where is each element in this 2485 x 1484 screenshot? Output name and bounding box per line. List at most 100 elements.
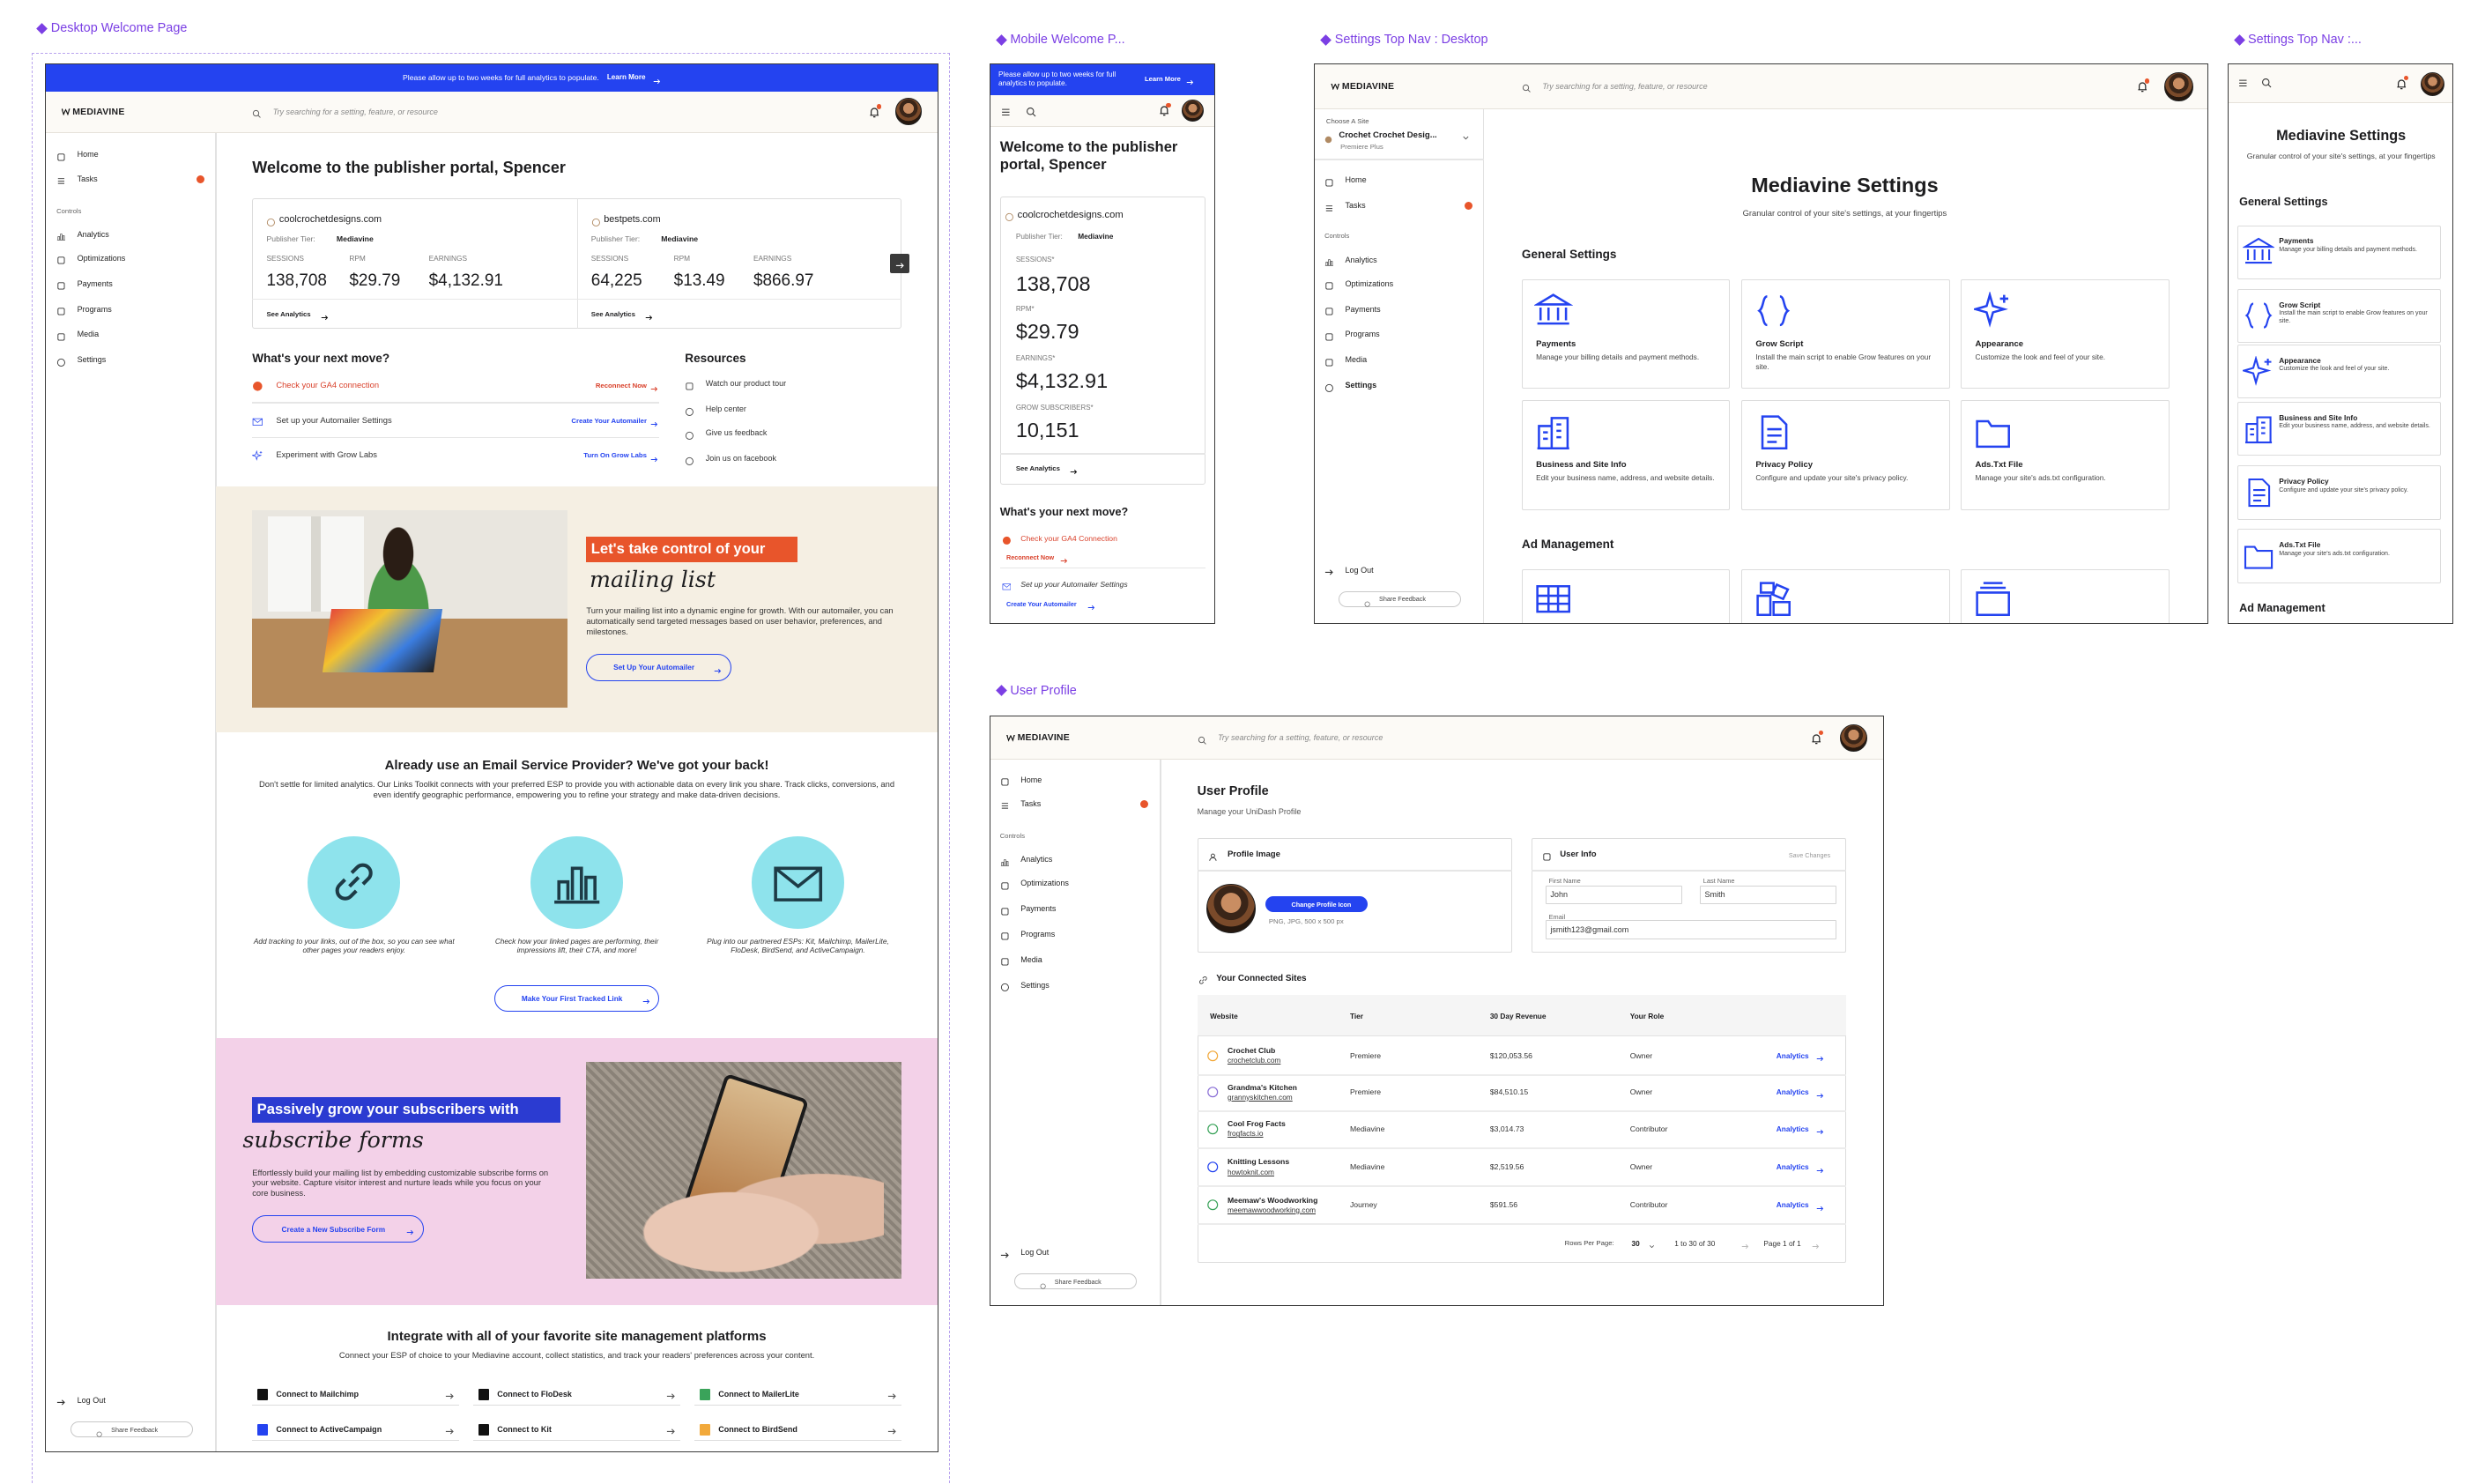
promo-button[interactable] bbox=[252, 1215, 425, 1243]
nav-item[interactable]: Programs bbox=[1020, 930, 1056, 939]
nav-item[interactable]: Payments bbox=[77, 278, 113, 288]
nav-item[interactable]: Home bbox=[77, 150, 99, 160]
connect-button[interactable] bbox=[694, 1384, 901, 1406]
nav-item[interactable]: Media bbox=[77, 330, 100, 339]
connect-button[interactable] bbox=[473, 1419, 680, 1441]
search-input[interactable]: Try searching for a setting, feature, or… bbox=[1218, 733, 1383, 743]
settings-card[interactable] bbox=[2237, 225, 2442, 279]
text-input[interactable] bbox=[1700, 885, 1837, 905]
nav-item[interactable]: Analytics bbox=[1020, 855, 1053, 864]
analytics-link[interactable]: Analytics bbox=[1776, 1124, 1809, 1133]
feedback-text[interactable]: Share Feedback bbox=[111, 1425, 159, 1434]
nav-item[interactable]: Payments bbox=[1345, 304, 1381, 314]
nav-item[interactable]: Media bbox=[1345, 355, 1368, 365]
nav-item[interactable]: Optimizations bbox=[1020, 879, 1069, 888]
search-input[interactable]: Try searching for a setting, feature, or… bbox=[1542, 81, 1708, 91]
save-button[interactable]: Save Changes bbox=[1788, 850, 1831, 859]
text-input[interactable] bbox=[1546, 885, 1683, 905]
analytics-link[interactable]: Analytics bbox=[1776, 1087, 1809, 1097]
settings-card[interactable] bbox=[2237, 344, 2442, 399]
carousel-next[interactable] bbox=[890, 254, 909, 273]
nav-item[interactable]: Optimizations bbox=[1345, 278, 1394, 288]
see-analytics[interactable]: See Analytics bbox=[1015, 464, 1060, 472]
next-move-action[interactable]: Create Your Automailer bbox=[571, 416, 647, 425]
resource-link[interactable]: Help center bbox=[705, 404, 746, 414]
settings-card[interactable] bbox=[1521, 400, 1731, 510]
nav-item[interactable]: Log Out bbox=[1345, 565, 1374, 575]
nav-item[interactable]: Optimizations bbox=[77, 253, 126, 263]
feedback-text[interactable]: Share Feedback bbox=[1054, 1277, 1102, 1286]
banner-link[interactable]: Learn More bbox=[1145, 74, 1181, 83]
site-domain[interactable]: frogfacts.io bbox=[1227, 1129, 1264, 1139]
esp-button-text[interactable]: Make Your First Tracked Link bbox=[521, 993, 623, 1003]
nav-item[interactable]: Tasks bbox=[1345, 201, 1366, 211]
site-domain[interactable]: howtoknit.com bbox=[1227, 1167, 1274, 1176]
nav-item[interactable]: Home bbox=[1020, 775, 1042, 784]
settings-card[interactable] bbox=[1961, 278, 2170, 390]
next-move-action[interactable]: Turn On Grow Labs bbox=[583, 451, 647, 460]
pager-rows[interactable]: 30 bbox=[1631, 1238, 1640, 1248]
resource-link[interactable]: Watch our product tour bbox=[705, 379, 787, 389]
settings-card[interactable] bbox=[1741, 400, 1950, 510]
site-domain[interactable]: grannyskitchen.com bbox=[1227, 1092, 1293, 1102]
site-domain[interactable]: meemawwoodworking.com bbox=[1227, 1205, 1316, 1214]
feedback-button[interactable] bbox=[70, 1421, 194, 1438]
change-icon-button[interactable] bbox=[1265, 896, 1368, 913]
icon[interactable] bbox=[1810, 732, 1822, 745]
see-analytics[interactable]: See Analytics bbox=[266, 309, 311, 318]
icon[interactable] bbox=[2136, 80, 2148, 93]
analytics-link[interactable]: Analytics bbox=[1776, 1162, 1809, 1172]
nav-item[interactable]: Home bbox=[1345, 175, 1367, 185]
promo-button-text[interactable]: Set Up Your Automailer bbox=[613, 663, 695, 672]
nav-item[interactable]: Analytics bbox=[77, 229, 109, 239]
nav-item[interactable]: Tasks bbox=[77, 174, 98, 183]
nav-item[interactable]: Programs bbox=[77, 304, 112, 314]
nav-item[interactable]: Analytics bbox=[1345, 255, 1377, 264]
banner-link[interactable]: Learn More bbox=[606, 73, 646, 82]
text-input[interactable] bbox=[1546, 920, 1837, 940]
analytics-link[interactable]: Analytics bbox=[1776, 1200, 1809, 1210]
nav-item[interactable]: Settings bbox=[1020, 980, 1050, 990]
connect-button[interactable] bbox=[473, 1384, 680, 1406]
settings-card[interactable] bbox=[2237, 529, 2442, 583]
nav-item[interactable]: Payments bbox=[1020, 904, 1057, 914]
resource-link[interactable]: Give us feedback bbox=[705, 428, 768, 438]
settings-card[interactable] bbox=[1521, 278, 1731, 390]
nav-item[interactable]: Log Out bbox=[1020, 1248, 1050, 1258]
settings-card[interactable] bbox=[1961, 400, 2170, 510]
icon[interactable] bbox=[868, 106, 880, 118]
settings-card[interactable] bbox=[2237, 288, 2442, 344]
nav-item[interactable]: Settings bbox=[77, 355, 107, 365]
feedback-button[interactable] bbox=[1339, 590, 1462, 607]
settings-card[interactable] bbox=[2237, 465, 2442, 520]
icon[interactable] bbox=[1158, 104, 1170, 116]
analytics-link[interactable]: Analytics bbox=[1776, 1050, 1809, 1060]
next-move-action[interactable]: Create Your Automailer bbox=[1005, 599, 1077, 608]
field-value: Smith bbox=[1704, 889, 1725, 899]
feedback-text[interactable]: Share Feedback bbox=[1379, 595, 1427, 604]
icon[interactable] bbox=[2395, 78, 2407, 90]
change-icon-text[interactable]: Change Profile Icon bbox=[1291, 900, 1352, 909]
settings-card[interactable] bbox=[1741, 278, 1950, 390]
next-move-action[interactable]: Reconnect Now bbox=[1005, 553, 1055, 562]
nav-item[interactable]: Log Out bbox=[77, 1396, 106, 1406]
next-move-action[interactable]: Reconnect Now bbox=[595, 382, 647, 390]
site-domain[interactable]: crochetclub.com bbox=[1227, 1056, 1281, 1065]
avatar bbox=[1181, 99, 1204, 122]
esp-button[interactable] bbox=[493, 984, 660, 1013]
nav-item[interactable]: Settings bbox=[1345, 381, 1377, 390]
settings-card[interactable] bbox=[2237, 401, 2442, 456]
nav-item[interactable]: Tasks bbox=[1020, 799, 1042, 809]
search-input[interactable]: Try searching for a setting, feature, or… bbox=[272, 107, 438, 116]
nav-item[interactable]: Media bbox=[1020, 954, 1042, 964]
nav-item[interactable]: Programs bbox=[1345, 330, 1380, 339]
promo-button[interactable] bbox=[586, 654, 731, 681]
connect-button[interactable] bbox=[252, 1419, 459, 1441]
feedback-button[interactable] bbox=[1014, 1273, 1138, 1290]
see-analytics[interactable]: See Analytics bbox=[590, 309, 635, 318]
site-picker-value[interactable]: Crochet Crochet Desig... bbox=[1339, 130, 1437, 141]
connect-button[interactable] bbox=[252, 1384, 459, 1406]
promo-button-text[interactable]: Create a New Subscribe Form bbox=[281, 1224, 386, 1234]
resource-link[interactable]: Join us on facebook bbox=[705, 454, 776, 464]
connect-button[interactable] bbox=[694, 1419, 901, 1441]
